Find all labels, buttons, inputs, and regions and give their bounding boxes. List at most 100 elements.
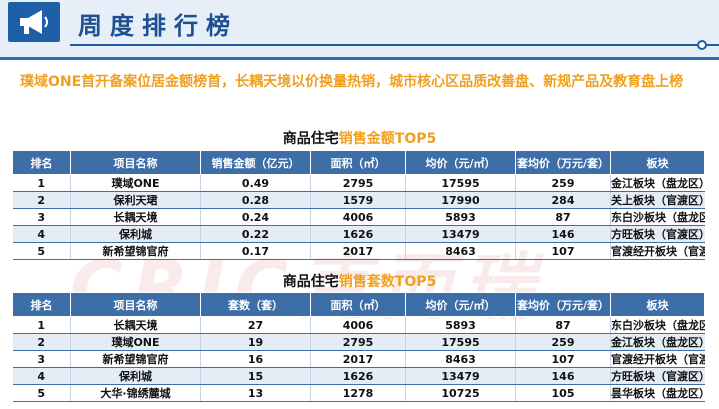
table-cell: 2 — [12, 333, 71, 351]
table-cell: 2795 — [310, 174, 406, 192]
table-cell: 27 — [200, 316, 311, 334]
table-cell: 2 — [12, 191, 71, 209]
header-cell: 套均价（万元/套） — [515, 292, 611, 317]
header-cell: 排名 — [12, 150, 71, 175]
table-cell: 金江板块（盘龙区） — [610, 333, 705, 351]
table-cell: 8463 — [405, 242, 516, 260]
header-cell: 均价（元/㎡） — [405, 150, 516, 175]
table-cell: 新希望锦官府 — [70, 350, 201, 368]
table-cell: 1579 — [310, 191, 406, 209]
header-cell: 板块 — [610, 150, 705, 175]
table-cell: 5893 — [405, 316, 516, 334]
table-cell: 2795 — [310, 333, 406, 351]
table-cell: 3 — [12, 350, 71, 368]
amount-table-title: 商品住宅销售金额TOP5 — [0, 128, 719, 148]
table-cell: 1 — [12, 174, 71, 192]
header-cell: 板块 — [610, 292, 705, 317]
table-cell: 0.49 — [200, 174, 311, 192]
table-cell: 方旺板块（官渡区） — [610, 225, 705, 243]
table-cell: 1278 — [310, 384, 406, 402]
table-cell: 259 — [515, 174, 611, 192]
table-cell: 259 — [515, 333, 611, 351]
table-cell: 3 — [12, 208, 71, 226]
table-cell: 大华·锦绣麓城 — [70, 384, 201, 402]
megaphone-icon — [8, 2, 60, 42]
table-cell: 长耦天境 — [70, 208, 201, 226]
page-title: 周度排行榜 — [78, 12, 238, 40]
table-cell: 璞域ONE — [70, 174, 201, 192]
table-cell: 13 — [200, 384, 311, 402]
header-cell: 均价（元/㎡） — [405, 292, 516, 317]
header-cell: 项目名称 — [70, 292, 201, 317]
table-cell: 4006 — [310, 316, 406, 334]
table-cell: 1 — [12, 316, 71, 334]
table-cell: 13479 — [405, 367, 516, 385]
table-cell: 保利城 — [70, 225, 201, 243]
header-divider — [70, 44, 719, 46]
table-cell: 146 — [515, 367, 611, 385]
table-cell: 10725 — [405, 384, 516, 402]
page-header: 周度排行榜 — [0, 0, 719, 60]
amount-title-accent: 销售金额TOP5 — [338, 131, 437, 147]
amount-title-prefix: 商品住宅 — [282, 131, 339, 147]
table-cell: 长耦天境 — [70, 316, 201, 334]
sales-units-table: 排名 项目名称 套数（套） 面积（㎡） 均价（元/㎡） 套均价（万元/套） 板块… — [12, 292, 705, 402]
header-cell: 套均价（万元/套） — [515, 150, 611, 175]
header-cell: 项目名称 — [70, 150, 201, 175]
table-header-row: 排名 项目名称 套数（套） 面积（㎡） 均价（元/㎡） 套均价（万元/套） 板块 — [12, 292, 705, 317]
summary-text: 璞域ONE首开备案位居金额榜首，长耦天境以价换量热销，城市核心区品质改善盘、新规… — [20, 74, 684, 90]
header-cell: 销售金额（亿元） — [200, 150, 311, 175]
header-cell: 面积（㎡） — [310, 292, 406, 317]
table-cell: 东白沙板块（盘龙区） — [610, 208, 705, 226]
sales-amount-table: 排名 项目名称 销售金额（亿元） 面积（㎡） 均价（元/㎡） 套均价（万元/套）… — [12, 150, 705, 260]
table-cell: 保利城 — [70, 367, 201, 385]
table-cell: 17990 — [405, 191, 516, 209]
table-cell: 107 — [515, 242, 611, 260]
table-cell: 146 — [515, 225, 611, 243]
table-cell: 15 — [200, 367, 311, 385]
header-cell: 套数（套） — [200, 292, 311, 317]
table-cell: 87 — [515, 316, 611, 334]
table-cell: 8463 — [405, 350, 516, 368]
table-cell: 方旺板块（官渡区） — [610, 367, 705, 385]
table-cell: 17595 — [405, 174, 516, 192]
table-cell: 5 — [12, 242, 71, 260]
table-row: 1 璞域ONE 0.49 2795 17595 259 金江板块（盘龙区） — [12, 174, 705, 192]
table-cell: 5 — [12, 384, 71, 402]
table-cell: 关上板块（官渡区） — [610, 191, 705, 209]
table-cell: 0.24 — [200, 208, 311, 226]
table-row: 3 长耦天境 0.24 4006 5893 87 东白沙板块（盘龙区） — [12, 208, 705, 226]
table-cell: 105 — [515, 384, 611, 402]
table-cell: 87 — [515, 208, 611, 226]
table-cell: 4 — [12, 367, 71, 385]
table-cell: 官渡经开板块（官渡区） — [610, 350, 705, 368]
table-row: 2 保利天珺 0.28 1579 17990 284 关上板块（官渡区） — [12, 191, 705, 209]
table-cell: 4 — [12, 225, 71, 243]
table-cell: 13479 — [405, 225, 516, 243]
table-cell: 284 — [515, 191, 611, 209]
table-row: 2 璞域ONE 19 2795 17595 259 金江板块（盘龙区） — [12, 333, 705, 351]
table-cell: 金江板块（盘龙区） — [610, 174, 705, 192]
units-table-title: 商品住宅销售套数TOP5 — [0, 271, 719, 291]
table-cell: 1626 — [310, 225, 406, 243]
table-cell: 0.28 — [200, 191, 311, 209]
table-cell: 0.22 — [200, 225, 311, 243]
table-cell: 107 — [515, 350, 611, 368]
table-row: 3 新希望锦官府 16 2017 8463 107 官渡经开板块（官渡区） — [12, 350, 705, 368]
table-row: 4 保利城 15 1626 13479 146 方旺板块（官渡区） — [12, 367, 705, 385]
units-title-prefix: 商品住宅 — [282, 274, 339, 290]
table-cell: 东白沙板块（盘龙区） — [610, 316, 705, 334]
table-row: 4 保利城 0.22 1626 13479 146 方旺板块（官渡区） — [12, 225, 705, 243]
table-cell: 官渡经开板块（官渡区） — [610, 242, 705, 260]
table-cell: 2017 — [310, 350, 406, 368]
units-title-accent: 销售套数TOP5 — [338, 274, 437, 290]
table-cell: 4006 — [310, 208, 406, 226]
table-cell: 保利天珺 — [70, 191, 201, 209]
table-cell: 新希望锦官府 — [70, 242, 201, 260]
header-cell: 排名 — [12, 292, 71, 317]
table-cell: 5893 — [405, 208, 516, 226]
table-row: 5 新希望锦官府 0.17 2017 8463 107 官渡经开板块（官渡区） — [12, 242, 705, 260]
table-row: 1 长耦天境 27 4006 5893 87 东白沙板块（盘龙区） — [12, 316, 705, 334]
header-cell: 面积（㎡） — [310, 150, 406, 175]
table-cell: 1626 — [310, 367, 406, 385]
